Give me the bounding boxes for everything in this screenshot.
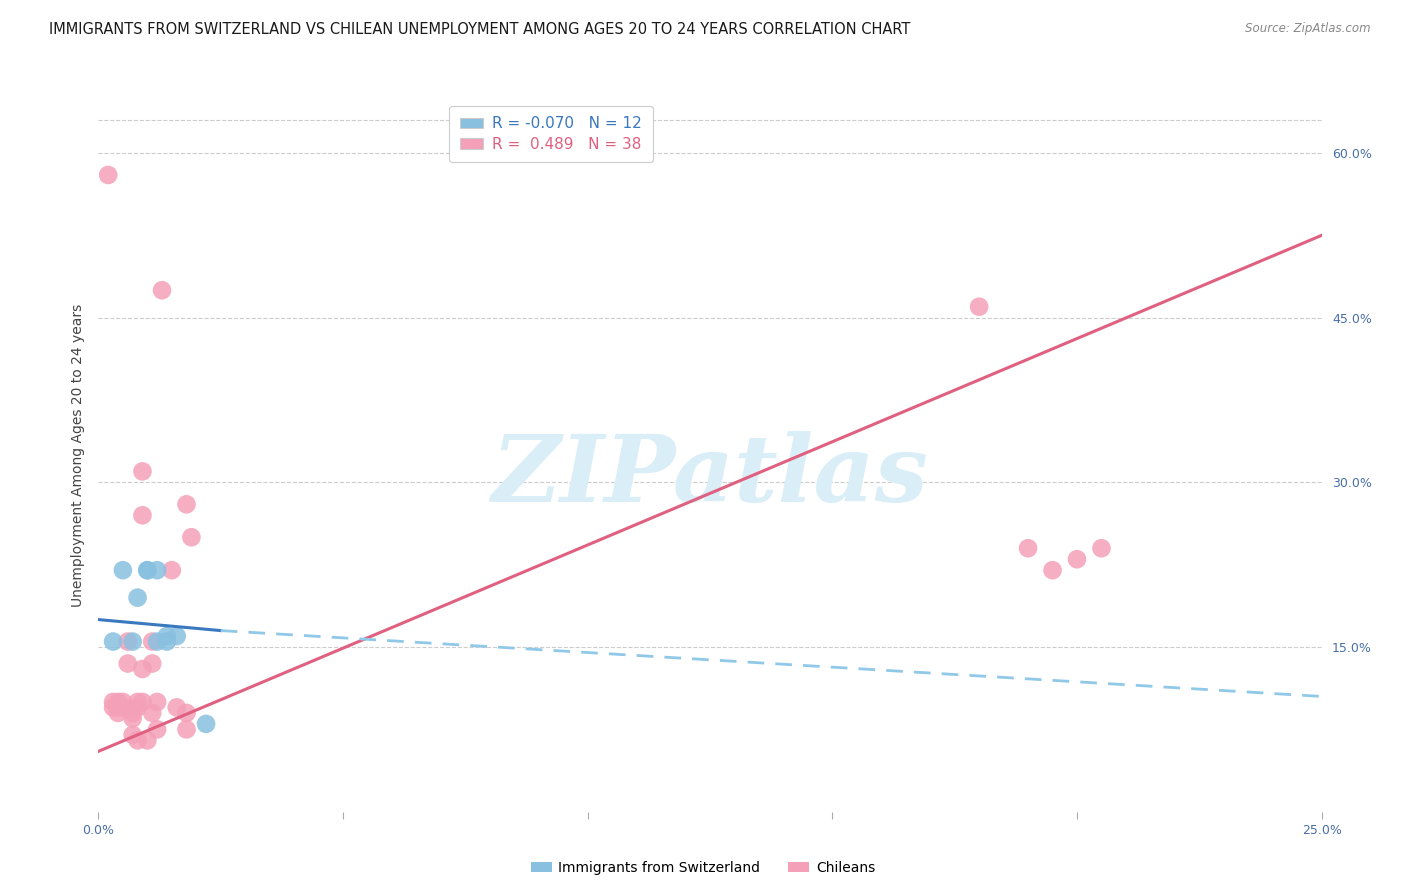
- Point: [156, 634, 179, 648]
- Point: [176, 706, 198, 720]
- Point: [121, 711, 143, 725]
- Point: [121, 634, 143, 648]
- Point: [101, 700, 124, 714]
- Point: [127, 591, 149, 605]
- Point: [166, 700, 188, 714]
- Point: [967, 300, 990, 314]
- Point: [127, 700, 149, 714]
- Text: ZIPatlas: ZIPatlas: [492, 432, 928, 521]
- Point: [176, 497, 198, 511]
- Point: [131, 464, 153, 478]
- Point: [121, 728, 143, 742]
- Y-axis label: Unemployment Among Ages 20 to 24 years: Unemployment Among Ages 20 to 24 years: [70, 303, 84, 607]
- Point: [1017, 541, 1039, 556]
- Legend: R = -0.070   N = 12, R =  0.489   N = 38: R = -0.070 N = 12, R = 0.489 N = 38: [450, 106, 652, 162]
- Point: [146, 563, 169, 577]
- Point: [195, 717, 218, 731]
- Point: [1042, 563, 1064, 577]
- Point: [1066, 552, 1088, 566]
- Text: Source: ZipAtlas.com: Source: ZipAtlas.com: [1246, 22, 1371, 36]
- Point: [141, 706, 163, 720]
- Point: [146, 723, 169, 737]
- Point: [136, 733, 159, 747]
- Point: [160, 563, 183, 577]
- Point: [131, 662, 153, 676]
- Point: [131, 695, 153, 709]
- Point: [127, 733, 149, 747]
- Point: [146, 634, 169, 648]
- Point: [136, 563, 159, 577]
- Point: [97, 168, 120, 182]
- Point: [136, 563, 159, 577]
- Point: [180, 530, 202, 544]
- Point: [121, 706, 143, 720]
- Point: [1090, 541, 1112, 556]
- Point: [146, 695, 169, 709]
- Point: [176, 723, 198, 737]
- Legend: Immigrants from Switzerland, Chileans: Immigrants from Switzerland, Chileans: [526, 855, 880, 880]
- Point: [131, 508, 153, 523]
- Point: [117, 634, 139, 648]
- Point: [107, 695, 129, 709]
- Point: [150, 283, 173, 297]
- Point: [101, 695, 124, 709]
- Point: [111, 695, 134, 709]
- Point: [127, 695, 149, 709]
- Point: [101, 634, 124, 648]
- Point: [141, 634, 163, 648]
- Point: [166, 629, 188, 643]
- Point: [111, 563, 134, 577]
- Point: [141, 657, 163, 671]
- Point: [117, 657, 139, 671]
- Point: [107, 706, 129, 720]
- Point: [111, 700, 134, 714]
- Point: [156, 629, 179, 643]
- Point: [107, 700, 129, 714]
- Text: IMMIGRANTS FROM SWITZERLAND VS CHILEAN UNEMPLOYMENT AMONG AGES 20 TO 24 YEARS CO: IMMIGRANTS FROM SWITZERLAND VS CHILEAN U…: [49, 22, 911, 37]
